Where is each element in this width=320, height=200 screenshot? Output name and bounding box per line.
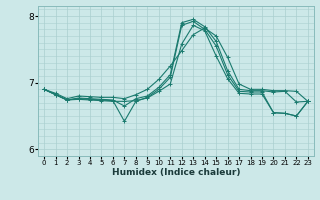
X-axis label: Humidex (Indice chaleur): Humidex (Indice chaleur) bbox=[112, 168, 240, 177]
